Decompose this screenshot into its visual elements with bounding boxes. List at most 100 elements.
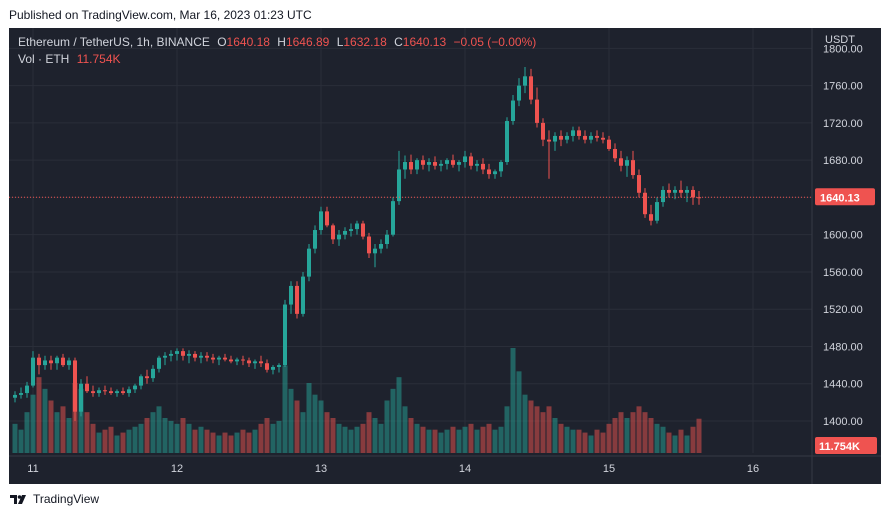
- candle-body: [355, 223, 359, 230]
- candle-body: [475, 163, 479, 166]
- x-tick-label: 13: [315, 463, 327, 475]
- candle-body: [565, 135, 569, 140]
- candle-body: [571, 130, 575, 136]
- volume-bar: [360, 423, 366, 453]
- candle-body: [529, 76, 533, 100]
- candle-body: [121, 391, 125, 394]
- y-tick-label: 1480.00: [823, 341, 863, 353]
- currency-label: USDT: [825, 34, 855, 46]
- volume-bar: [630, 412, 636, 453]
- candle-body: [331, 225, 335, 240]
- candle-body: [79, 383, 83, 412]
- last-price-badge: [815, 188, 875, 206]
- ohlc-row: Ethereum / TetherUS, 1h, BINANCE O1640.1…: [18, 35, 536, 52]
- volume-bar: [348, 429, 354, 453]
- volume-bar: [516, 371, 522, 453]
- volume-bar: [618, 412, 624, 453]
- volume-bar: [312, 394, 318, 453]
- volume-bar: [654, 423, 660, 453]
- volume-bar: [594, 429, 600, 453]
- volume-bar: [534, 406, 540, 453]
- candle-body: [223, 357, 227, 360]
- volume-bar: [444, 429, 450, 453]
- candle-body: [319, 211, 323, 231]
- candle-body: [577, 130, 581, 136]
- volume-bar: [102, 429, 108, 453]
- candle-body: [547, 139, 551, 142]
- volume-bar: [162, 418, 168, 453]
- volume-bar: [228, 435, 234, 453]
- published-header: Published on TradingView.com, Mar 16, 20…: [0, 0, 890, 28]
- volume-bar: [372, 418, 378, 453]
- candle-body: [157, 357, 161, 369]
- volume-bar: [264, 418, 270, 453]
- candle-body: [193, 353, 197, 358]
- candle-body: [271, 366, 275, 370]
- candle-body: [649, 214, 653, 221]
- candle-body: [487, 169, 491, 175]
- volume-bar: [450, 426, 456, 453]
- candle-body: [301, 276, 305, 314]
- volume-bar: [48, 400, 54, 453]
- candle-body: [607, 139, 611, 149]
- volume-bar: [30, 394, 36, 453]
- candle-body: [37, 357, 41, 366]
- candle-body: [439, 163, 443, 166]
- candle-body: [541, 122, 545, 140]
- candle-body: [211, 357, 215, 360]
- volume-bar: [270, 423, 276, 453]
- candle-body: [631, 160, 635, 176]
- chart-pane[interactable]: 1400.00 1440.00 1480.00 1520.00 1560.00 1600.…: [9, 28, 881, 484]
- volume-bar: [684, 435, 690, 453]
- candle-body: [391, 201, 395, 235]
- volume-bar: [120, 432, 126, 453]
- y-tick-label: 1760.00: [823, 81, 863, 93]
- volume-bar: [414, 423, 420, 453]
- candle-body: [295, 285, 299, 314]
- candle-body: [307, 248, 311, 277]
- volume-bar: [420, 426, 426, 453]
- candle-body: [55, 357, 59, 364]
- volume-bar: [486, 423, 492, 453]
- volume-bar: [294, 400, 300, 453]
- volume-bar: [438, 432, 444, 453]
- candle-body: [691, 189, 695, 198]
- volume-bar: [378, 423, 384, 453]
- volume-bar: [180, 418, 186, 453]
- candle-body: [493, 171, 497, 175]
- volume-bar: [234, 432, 240, 453]
- candle-body: [673, 189, 677, 193]
- symbol-label[interactable]: Ethereum / TetherUS, 1h, BINANCE: [18, 35, 210, 49]
- candle-body: [457, 162, 461, 165]
- published-text: Published on TradingView.com, Mar 16, 20…: [9, 8, 312, 22]
- y-tick-label: 1720.00: [823, 118, 863, 130]
- candle-body: [199, 355, 203, 358]
- volume-bar: [150, 412, 156, 453]
- candle-body: [235, 359, 239, 362]
- candle-body: [13, 394, 17, 398]
- volume-bar: [390, 388, 396, 453]
- candle-body: [61, 357, 65, 366]
- candle-body: [25, 385, 29, 394]
- volume-label[interactable]: Vol · ETH: [18, 52, 70, 66]
- volume-bar: [258, 423, 264, 453]
- high-value: 1646.89: [285, 35, 330, 49]
- candle-body: [637, 175, 641, 193]
- volume-bar: [210, 432, 216, 453]
- candle-body: [277, 365, 281, 367]
- last-price-label: 1640.13: [820, 192, 860, 204]
- candle-body: [655, 202, 659, 221]
- volume-bar: [588, 435, 594, 453]
- candle-body: [397, 169, 401, 202]
- candle-body: [535, 99, 539, 123]
- close-value: 1640.13: [402, 35, 447, 49]
- volume-bar: [636, 406, 642, 453]
- candle-body: [613, 148, 617, 159]
- volume-bar: [468, 423, 474, 453]
- volume-bar: [522, 394, 528, 453]
- candle-body: [265, 363, 269, 370]
- candle-body: [661, 189, 665, 203]
- price-chart-svg[interactable]: 1400.00 1440.00 1480.00 1520.00 1560.00 1600.…: [9, 28, 881, 484]
- x-tick-label: 16: [747, 463, 759, 475]
- tradingview-brand[interactable]: TradingView: [10, 492, 99, 506]
